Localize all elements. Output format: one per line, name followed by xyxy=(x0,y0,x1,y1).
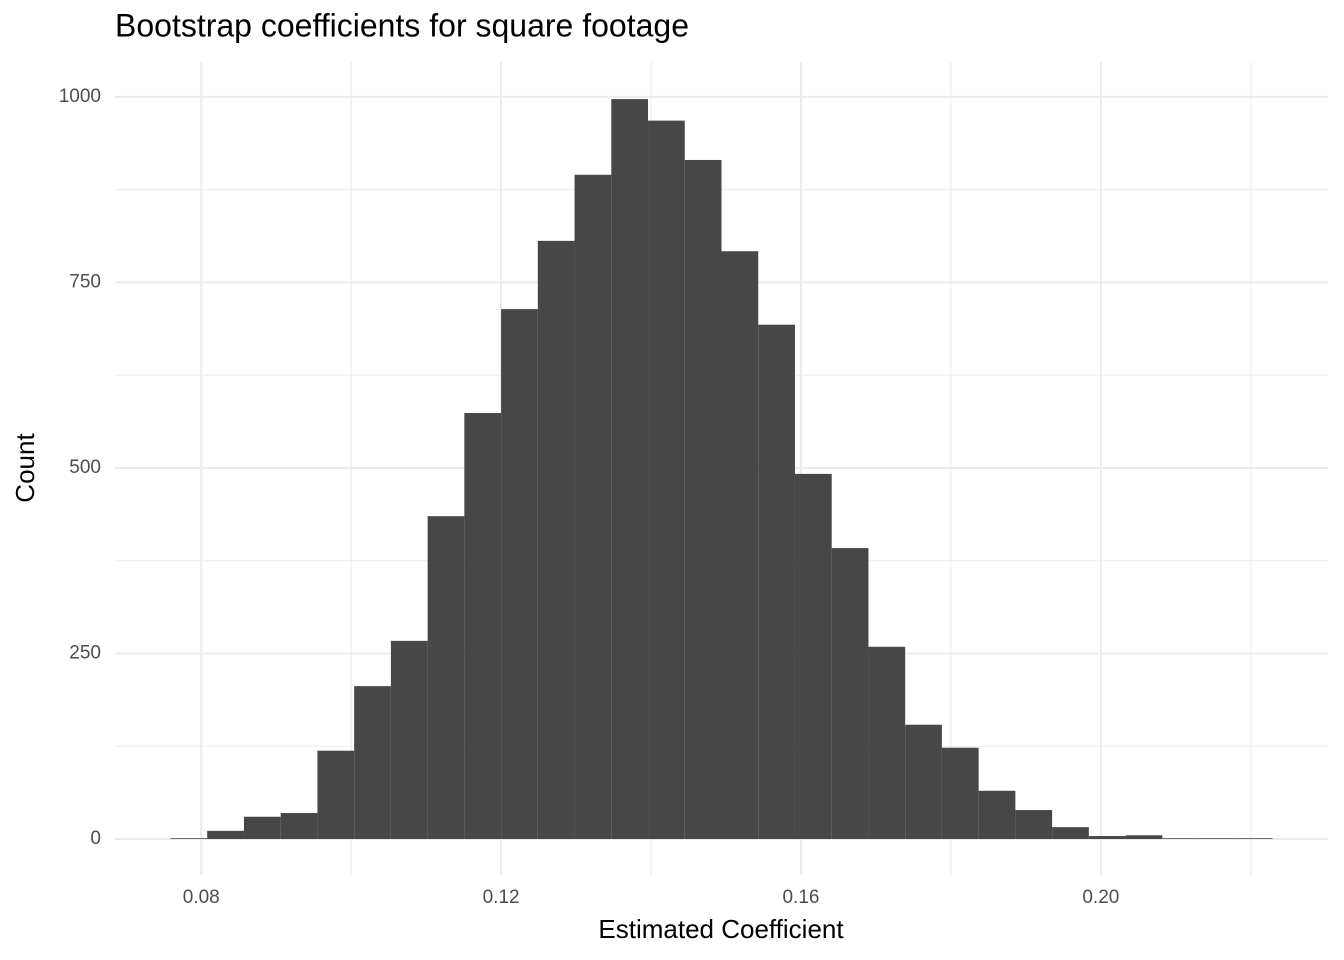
chart-title: Bootstrap coefficients for square footag… xyxy=(115,7,689,43)
bar xyxy=(611,99,649,840)
bar xyxy=(501,309,538,840)
x-tick-label: 0.16 xyxy=(782,887,819,908)
bar xyxy=(574,174,612,840)
bar xyxy=(831,548,869,840)
bar xyxy=(978,790,1016,840)
bar xyxy=(868,646,906,840)
bar xyxy=(941,747,979,840)
bar xyxy=(354,686,391,840)
bar xyxy=(1015,810,1053,840)
bar xyxy=(684,159,722,840)
bars xyxy=(170,99,1273,840)
bar xyxy=(1088,836,1126,840)
bar xyxy=(464,413,502,840)
bar xyxy=(280,813,318,840)
bar xyxy=(317,750,355,840)
bar xyxy=(794,473,832,840)
bar xyxy=(758,324,795,840)
y-axis-title: Count xyxy=(10,433,40,503)
x-tick-label: 0.12 xyxy=(483,887,520,908)
bar xyxy=(390,640,428,840)
x-tick-label: 0.08 xyxy=(183,887,220,908)
bar xyxy=(1235,838,1273,840)
x-axis-title: Estimated Coefficient xyxy=(598,914,844,944)
bar xyxy=(1125,835,1163,840)
y-tick-label: 1000 xyxy=(59,86,101,107)
bar xyxy=(648,120,685,840)
y-tick-label: 250 xyxy=(69,642,101,663)
bar xyxy=(905,724,942,840)
bar xyxy=(207,830,244,840)
y-tick-label: 500 xyxy=(69,457,101,478)
bar xyxy=(1162,838,1200,840)
bar xyxy=(1052,827,1089,840)
y-tick-label: 750 xyxy=(69,271,101,292)
bar xyxy=(243,816,281,840)
bar xyxy=(427,516,465,840)
x-tick-label: 0.20 xyxy=(1082,887,1119,908)
bar xyxy=(537,240,575,840)
bar xyxy=(721,251,759,840)
bar xyxy=(1199,838,1236,840)
y-tick-label: 0 xyxy=(90,828,101,849)
bar xyxy=(170,838,208,840)
